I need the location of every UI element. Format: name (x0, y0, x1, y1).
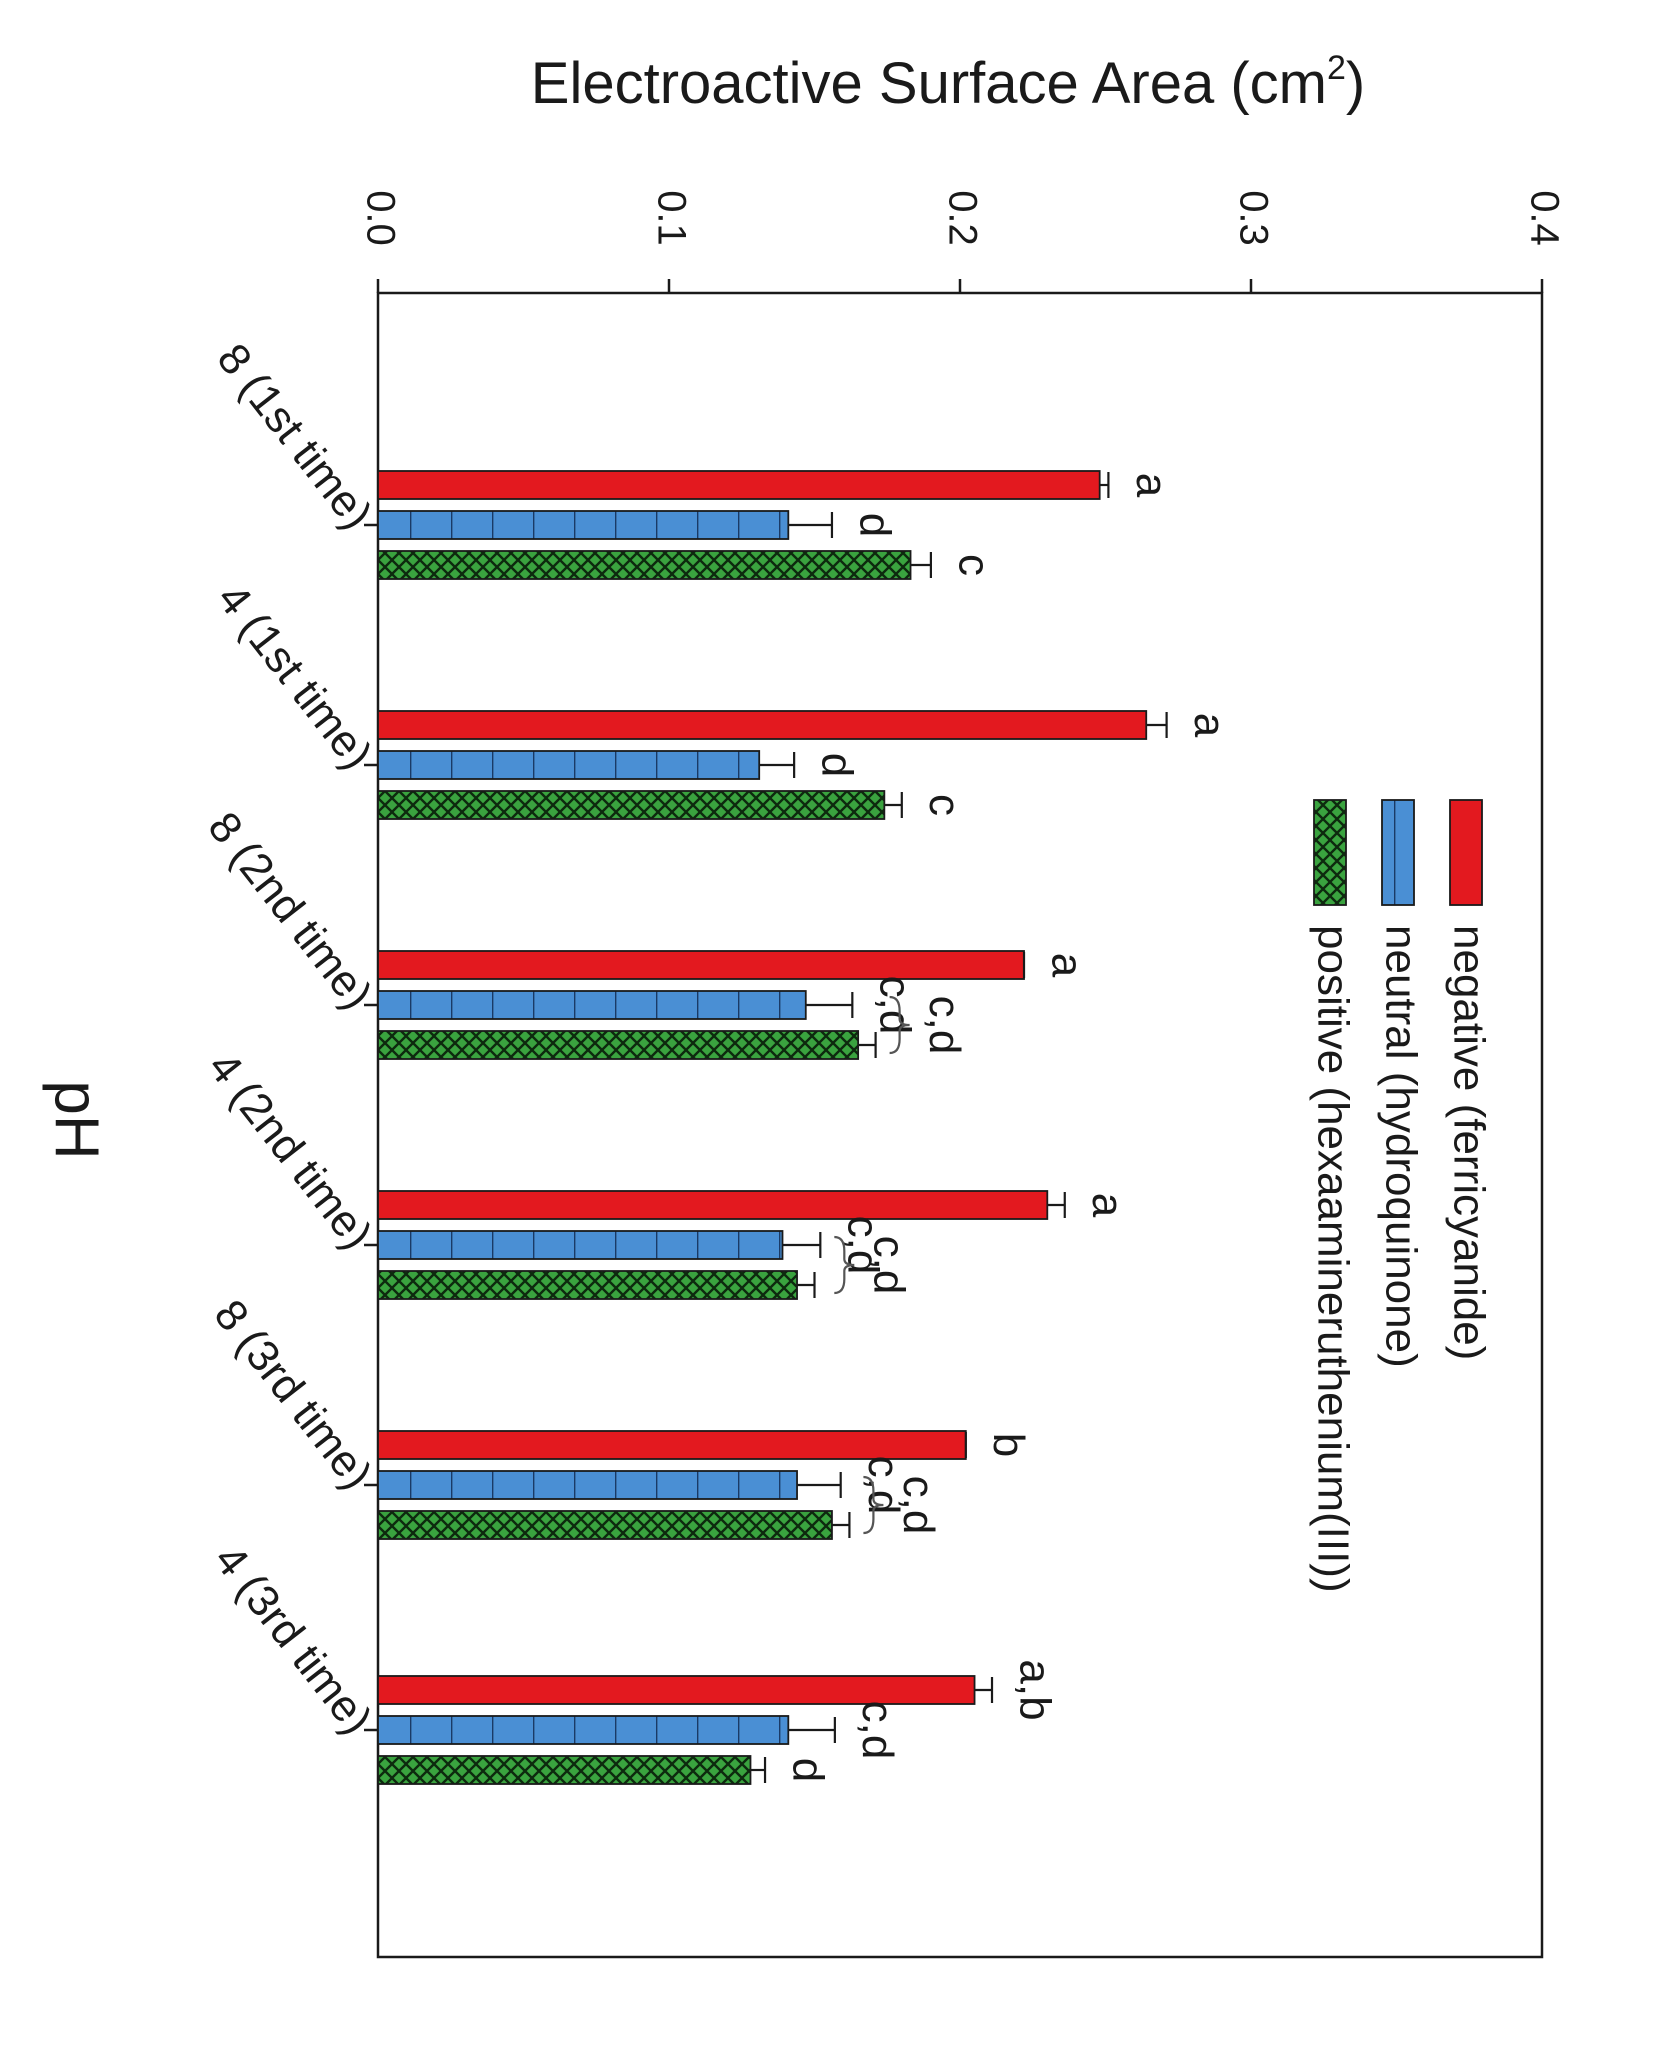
significance-letter: a (1127, 473, 1176, 498)
significance-letter: c (949, 554, 998, 576)
significance-letter: c,d (853, 1701, 902, 1760)
significance-letter: a,b (1010, 1659, 1059, 1720)
bar-positive (377, 1030, 860, 1060)
bracket (834, 1235, 855, 1295)
bar-neutral (377, 1470, 798, 1500)
bar-negative (377, 950, 1025, 980)
bar-negative (377, 470, 1101, 500)
y-tick-label: 0.1 (649, 190, 693, 246)
category-label: 8 (2nd time) (198, 803, 381, 1018)
bar-neutral (377, 1715, 790, 1745)
bar-neutral (377, 510, 790, 540)
significance-letter: c,d (859, 1456, 908, 1515)
significance-letter: d (783, 1758, 832, 1782)
y-tick-label: 0.4 (1522, 190, 1566, 246)
significance-letter: a (1083, 1193, 1132, 1218)
legend-swatch (1449, 799, 1483, 906)
bar-neutral (377, 1230, 784, 1260)
y-tick-label: 0.3 (1231, 190, 1275, 246)
bar-positive (377, 790, 886, 820)
significance-letter: a (1185, 713, 1234, 738)
bar-positive (377, 550, 912, 580)
bar-negative (377, 1675, 976, 1705)
bar-negative (377, 1190, 1049, 1220)
significance-letter: c,d (871, 976, 920, 1035)
significance-letter: c,d (865, 1236, 914, 1295)
y-tick-label: 0.0 (358, 190, 402, 246)
bar-negative (377, 710, 1148, 740)
bracket (863, 1475, 884, 1535)
significance-letter: c,d (920, 996, 969, 1055)
bar-positive (377, 1510, 833, 1540)
category-label: 8 (1st time) (207, 335, 381, 539)
bar-positive (377, 1270, 798, 1300)
legend-swatch (1313, 799, 1347, 906)
category-label: 8 (3rd time) (204, 1291, 381, 1498)
y-axis-title: Electroactive Surface Area (cm2) (531, 49, 1365, 116)
category-label: 4 (1st time) (207, 575, 381, 779)
significance-letter: d (813, 753, 862, 777)
bar-neutral (377, 990, 807, 1020)
significance-letter: c (920, 794, 969, 816)
significance-letter: c,d (894, 1476, 943, 1535)
significance-letter: d (850, 513, 899, 537)
bracket (889, 995, 910, 1055)
y-tick-label: 0.2 (940, 190, 984, 246)
plot-frame (376, 291, 1544, 1959)
bar-neutral (377, 750, 761, 780)
legend-label: negative (ferricyanide) (1444, 925, 1493, 1360)
legend-label: neutral (hydroquinone) (1376, 925, 1425, 1368)
category-label: 4 (3rd time) (204, 1536, 381, 1743)
legend-label: positive (hexaamineruthenium(III)) (1308, 925, 1357, 1593)
legend-swatch (1381, 799, 1415, 906)
significance-letter: b (984, 1433, 1033, 1457)
bar-positive (377, 1755, 752, 1785)
x-axis-title: pH (42, 1080, 111, 1159)
significance-letter: a (1042, 953, 1091, 978)
category-label: 4 (2nd time) (198, 1043, 381, 1258)
